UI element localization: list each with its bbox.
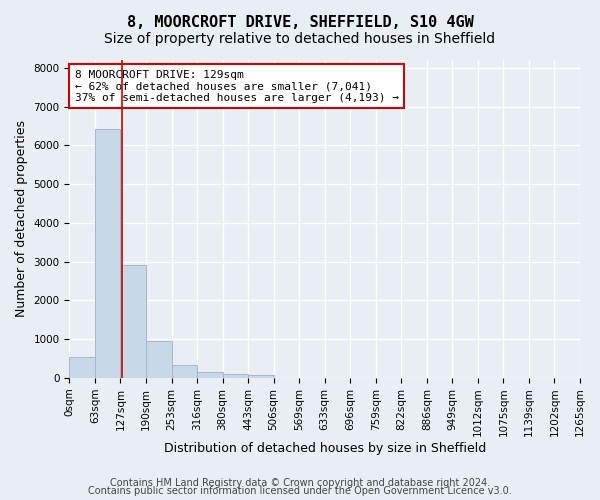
Bar	[172, 365, 197, 378]
Bar	[121, 264, 146, 378]
Bar	[146, 340, 172, 378]
Bar	[197, 372, 223, 378]
Bar	[70, 356, 95, 378]
Text: Size of property relative to detached houses in Sheffield: Size of property relative to detached ho…	[104, 32, 496, 46]
Text: 8 MOORCROFT DRIVE: 129sqm
← 62% of detached houses are smaller (7,041)
37% of se: 8 MOORCROFT DRIVE: 129sqm ← 62% of detac…	[74, 70, 398, 102]
Y-axis label: Number of detached properties: Number of detached properties	[15, 120, 28, 318]
Bar	[95, 128, 121, 378]
Text: 8, MOORCROFT DRIVE, SHEFFIELD, S10 4GW: 8, MOORCROFT DRIVE, SHEFFIELD, S10 4GW	[127, 15, 473, 30]
Bar	[248, 376, 274, 378]
Text: Contains HM Land Registry data © Crown copyright and database right 2024.: Contains HM Land Registry data © Crown c…	[110, 478, 490, 488]
X-axis label: Distribution of detached houses by size in Sheffield: Distribution of detached houses by size …	[164, 442, 486, 455]
Bar	[223, 374, 248, 378]
Text: Contains public sector information licensed under the Open Government Licence v3: Contains public sector information licen…	[88, 486, 512, 496]
